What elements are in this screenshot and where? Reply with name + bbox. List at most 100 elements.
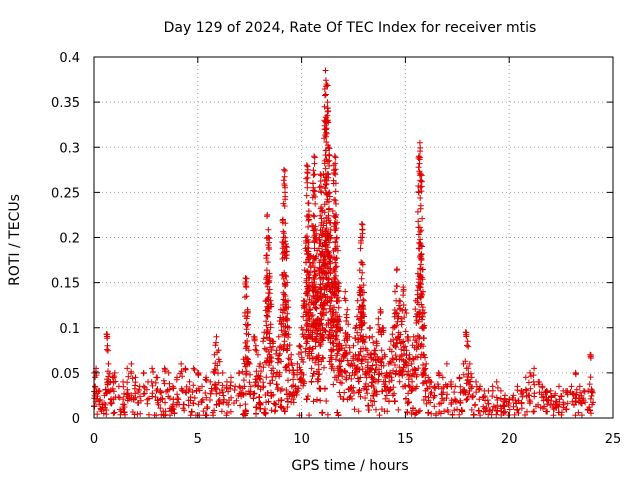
data-point	[287, 356, 293, 363]
data-point	[195, 401, 202, 408]
data-point	[305, 393, 311, 400]
data-point	[265, 234, 272, 241]
data-point	[514, 406, 521, 413]
data-point	[169, 383, 176, 390]
data-point	[312, 304, 319, 311]
data-point	[578, 400, 585, 407]
data-point	[458, 407, 465, 414]
data-point	[239, 391, 246, 398]
data-point	[203, 394, 210, 401]
data-point	[252, 346, 259, 353]
data-point	[282, 283, 288, 290]
data-point	[265, 226, 272, 233]
data-point	[454, 406, 461, 413]
data-point	[95, 388, 102, 395]
data-point	[150, 369, 157, 375]
data-point	[572, 412, 579, 419]
data-point	[285, 377, 291, 384]
data-point	[312, 283, 319, 290]
data-point	[364, 390, 371, 397]
data-point	[415, 408, 422, 415]
data-point	[268, 303, 275, 310]
data-point	[320, 355, 327, 362]
data-point	[195, 385, 202, 392]
data-point	[270, 343, 276, 350]
data-point	[105, 373, 112, 380]
data-point	[195, 371, 202, 378]
data-point	[326, 205, 333, 212]
data-point	[303, 396, 310, 403]
data-point	[275, 333, 282, 340]
data-point	[281, 230, 287, 237]
data-point	[531, 408, 538, 415]
data-point	[326, 189, 333, 196]
data-point	[588, 388, 595, 395]
data-point	[242, 408, 249, 415]
data-point	[301, 303, 308, 310]
data-point	[214, 362, 221, 369]
data-point	[251, 390, 258, 397]
data-point	[290, 399, 297, 406]
data-point	[182, 389, 189, 396]
data-point	[301, 378, 308, 385]
data-point	[245, 347, 252, 354]
data-point	[311, 226, 318, 232]
data-point	[140, 383, 147, 390]
data-point	[286, 342, 293, 348]
data-point	[500, 409, 507, 416]
data-point	[179, 387, 185, 394]
chart-title: Day 129 of 2024, Rate Of TEC Index for r…	[164, 20, 537, 36]
data-point	[190, 382, 197, 389]
data-point	[263, 255, 270, 262]
data-point	[242, 275, 249, 282]
data-point	[522, 412, 528, 418]
data-point	[325, 190, 332, 197]
data-point	[315, 371, 322, 378]
data-point	[309, 373, 316, 380]
data-point	[254, 383, 261, 390]
data-point	[417, 407, 423, 414]
data-point	[236, 383, 243, 390]
y-tick-label: 0.05	[51, 367, 80, 382]
data-point	[239, 368, 246, 375]
data-point	[310, 292, 317, 299]
data-point	[286, 324, 293, 331]
data-point	[120, 396, 127, 403]
data-point	[132, 394, 139, 401]
data-point	[280, 177, 287, 184]
data-point	[310, 212, 317, 219]
data-point	[282, 367, 289, 373]
y-tick-label: 0.3	[59, 141, 80, 156]
data-point	[124, 386, 131, 393]
data-point	[324, 99, 331, 106]
data-point	[312, 272, 319, 278]
data-point	[326, 151, 332, 158]
data-point	[166, 395, 173, 402]
data-point	[231, 387, 238, 393]
y-axis-label: ROTI / TECUs	[7, 194, 23, 286]
data-point	[223, 385, 230, 392]
data-point	[199, 396, 206, 403]
data-point	[266, 330, 273, 337]
data-point	[323, 309, 330, 316]
data-point	[468, 406, 475, 413]
data-point	[278, 327, 285, 334]
data-point	[315, 361, 322, 368]
data-point	[303, 192, 310, 199]
data-point	[550, 412, 557, 419]
data-point	[278, 404, 285, 411]
data-point	[270, 391, 277, 398]
data-point	[282, 220, 289, 227]
data-point	[164, 387, 171, 394]
data-point	[319, 354, 326, 361]
data-point	[322, 92, 328, 99]
data-point	[432, 412, 439, 419]
data-point	[115, 394, 122, 401]
data-point	[311, 153, 318, 160]
data-point	[245, 321, 251, 328]
data-point	[365, 402, 372, 409]
data-point	[144, 400, 151, 407]
data-point	[588, 410, 594, 417]
data-point	[316, 184, 323, 191]
data-point	[244, 310, 251, 316]
